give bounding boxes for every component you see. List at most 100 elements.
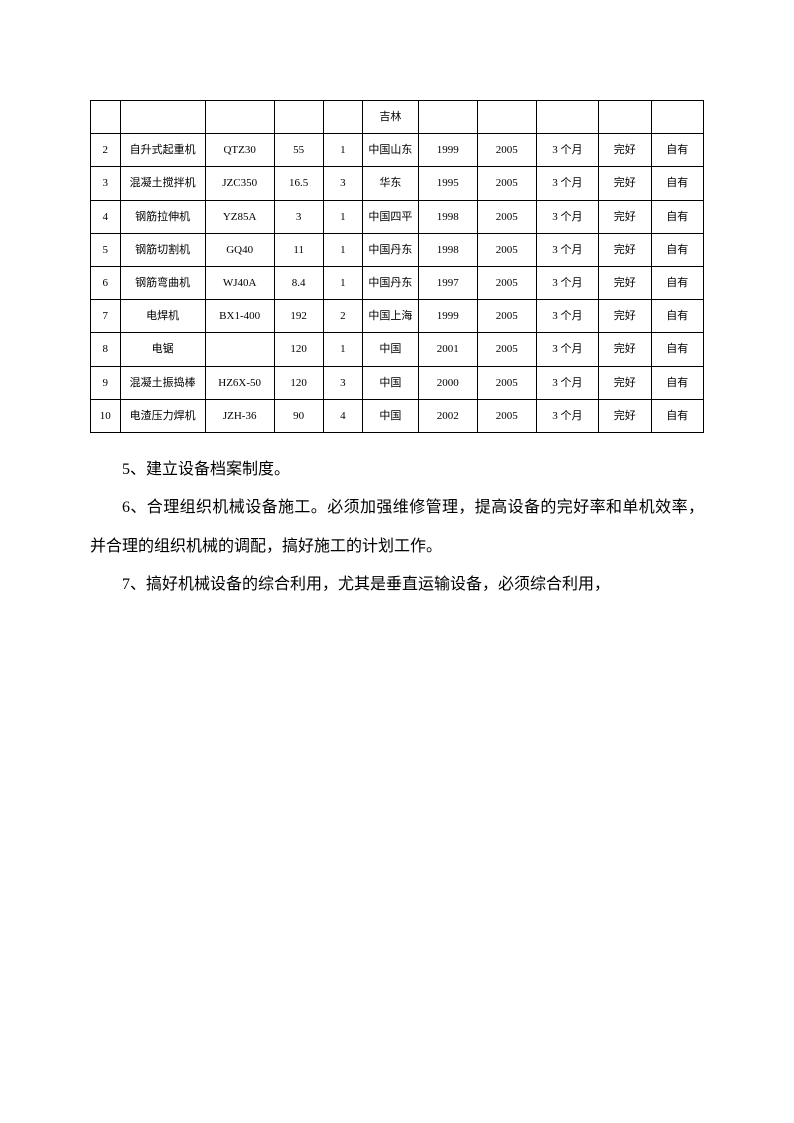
table-cell: 完好	[599, 399, 651, 432]
table-cell: 1997	[418, 266, 477, 299]
table-row: 7电焊机BX1-4001922中国上海199920053 个月完好自有	[91, 300, 704, 333]
paragraph: 7、搞好机械设备的综合利用，尤其是垂直运输设备，必须综合利用，	[90, 566, 704, 604]
table-row: 9混凝土振捣棒HZ6X-501203中国200020053 个月完好自有	[91, 366, 704, 399]
table-cell: 3 个月	[536, 366, 598, 399]
table-cell: 中国	[363, 366, 419, 399]
table-cell: 1	[323, 266, 362, 299]
table-cell: 3	[323, 366, 362, 399]
table-cell: 7	[91, 300, 121, 333]
table-cell: 自有	[651, 200, 704, 233]
table-cell: BX1-400	[205, 300, 274, 333]
table-cell: 1995	[418, 167, 477, 200]
table-cell: 3 个月	[536, 200, 598, 233]
table-cell: 3 个月	[536, 233, 598, 266]
table-cell: 1998	[418, 233, 477, 266]
table-cell: 中国上海	[363, 300, 419, 333]
table-cell: 钢筋弯曲机	[120, 266, 205, 299]
table-cell: 1	[323, 134, 362, 167]
table-cell: 16.5	[274, 167, 323, 200]
paragraph: 5、建立设备档案制度。	[90, 451, 704, 489]
table-cell: 电锯	[120, 333, 205, 366]
table-cell: 钢筋拉伸机	[120, 200, 205, 233]
table-cell: 1998	[418, 200, 477, 233]
table-cell: 自有	[651, 300, 704, 333]
table-cell: 完好	[599, 200, 651, 233]
table-cell: 3 个月	[536, 300, 598, 333]
table-cell: 2005	[477, 134, 536, 167]
table-cell: 9	[91, 366, 121, 399]
table-cell: 中国四平	[363, 200, 419, 233]
table-cell: 3 个月	[536, 266, 598, 299]
table-cell: 120	[274, 366, 323, 399]
table-cell: 电焊机	[120, 300, 205, 333]
table-cell: 192	[274, 300, 323, 333]
table-cell: 自有	[651, 233, 704, 266]
table-cell: 55	[274, 134, 323, 167]
table-cell: 4	[323, 399, 362, 432]
table-cell: 完好	[599, 233, 651, 266]
table-cell: 5	[91, 233, 121, 266]
table-cell: 6	[91, 266, 121, 299]
table-cell: 2005	[477, 266, 536, 299]
table-cell: 完好	[599, 366, 651, 399]
table-cell: 自有	[651, 333, 704, 366]
table-cell: YZ85A	[205, 200, 274, 233]
table-row: 3混凝土搅拌机JZC35016.53华东199520053 个月完好自有	[91, 167, 704, 200]
table-cell: 3 个月	[536, 333, 598, 366]
table-cell: 自升式起重机	[120, 134, 205, 167]
table-cell: 2	[91, 134, 121, 167]
table-cell	[205, 333, 274, 366]
table-cell	[205, 101, 274, 134]
table-cell: 2000	[418, 366, 477, 399]
table-cell: 2005	[477, 200, 536, 233]
table-cell: 8	[91, 333, 121, 366]
table-cell: 完好	[599, 266, 651, 299]
table-cell: 2001	[418, 333, 477, 366]
table-cell: 华东	[363, 167, 419, 200]
table-cell	[599, 101, 651, 134]
table-cell	[477, 101, 536, 134]
table-row: 5钢筋切割机GQ40111中国丹东199820053 个月完好自有	[91, 233, 704, 266]
table-cell: 中国	[363, 399, 419, 432]
table-row: 10电渣压力焊机JZH-36904中国200220053 个月完好自有	[91, 399, 704, 432]
table-cell: 3	[91, 167, 121, 200]
table-cell: 2005	[477, 399, 536, 432]
table-cell: JZC350	[205, 167, 274, 200]
table-cell	[91, 101, 121, 134]
table-row: 6钢筋弯曲机WJ40A8.41中国丹东199720053 个月完好自有	[91, 266, 704, 299]
table-cell: 自有	[651, 167, 704, 200]
table-cell: 混凝土振捣棒	[120, 366, 205, 399]
table-row: 4钢筋拉伸机YZ85A31中国四平199820053 个月完好自有	[91, 200, 704, 233]
table-cell: 2005	[477, 333, 536, 366]
table-cell	[323, 101, 362, 134]
table-cell: 自有	[651, 134, 704, 167]
table-cell: 完好	[599, 333, 651, 366]
table-cell: 中国	[363, 333, 419, 366]
table-cell: 电渣压力焊机	[120, 399, 205, 432]
table-cell: 120	[274, 333, 323, 366]
table-cell: 3 个月	[536, 399, 598, 432]
table-cell: 2	[323, 300, 362, 333]
equipment-table: 吉林2自升式起重机QTZ30551中国山东199920053 个月完好自有3混凝…	[90, 100, 704, 433]
body-text: 5、建立设备档案制度。6、合理组织机械设备施工。必须加强维修管理，提高设备的完好…	[90, 451, 704, 605]
table-cell: 3 个月	[536, 134, 598, 167]
table-cell: 混凝土搅拌机	[120, 167, 205, 200]
table-cell: 1999	[418, 134, 477, 167]
table-cell: WJ40A	[205, 266, 274, 299]
table-cell: JZH-36	[205, 399, 274, 432]
table-cell: QTZ30	[205, 134, 274, 167]
table-cell: 3	[274, 200, 323, 233]
table-cell: 10	[91, 399, 121, 432]
table-row: 8电锯1201中国200120053 个月完好自有	[91, 333, 704, 366]
table-cell: 自有	[651, 366, 704, 399]
table-cell: 2005	[477, 167, 536, 200]
table-cell: 自有	[651, 399, 704, 432]
table-cell: 完好	[599, 134, 651, 167]
table-cell: 中国山东	[363, 134, 419, 167]
table-cell: 2005	[477, 233, 536, 266]
table-cell: 1	[323, 200, 362, 233]
table-cell: 11	[274, 233, 323, 266]
table-cell	[120, 101, 205, 134]
table-cell: 8.4	[274, 266, 323, 299]
table-cell: 2002	[418, 399, 477, 432]
